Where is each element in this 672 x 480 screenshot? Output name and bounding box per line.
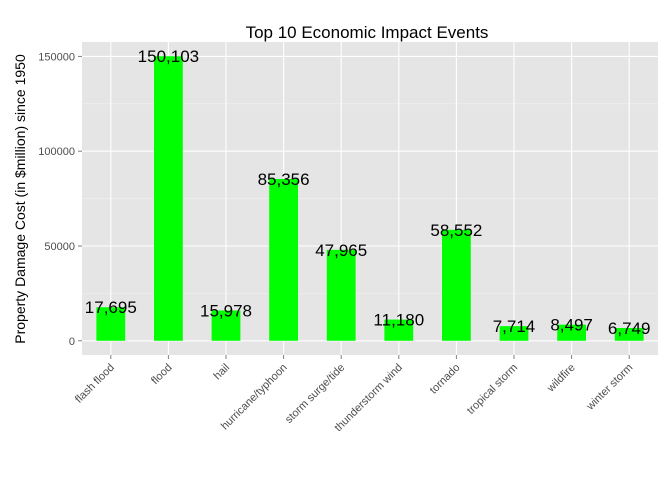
bar — [96, 307, 126, 341]
bar — [557, 324, 586, 341]
x-tick-label: hail — [212, 362, 233, 383]
data-label: 8,497 — [550, 316, 593, 335]
bar — [154, 56, 183, 341]
y-tick-label: 0 — [69, 336, 75, 348]
bar — [326, 249, 356, 341]
x-tick-label: winter storm — [584, 362, 636, 414]
x-axis-ticks: flash flood flood hailhurricane/typhoonsto… — [73, 355, 635, 434]
bar — [211, 310, 241, 341]
bars — [96, 56, 644, 341]
data-labels: 17,695 150,103 15,978 85,356 47,965 11,180 58,… — [85, 47, 651, 338]
data-label: 17,695 — [85, 298, 137, 317]
x-tick-label: tornado — [428, 362, 463, 397]
y-axis-label: Property Damage Cost (in $million) since… — [12, 54, 28, 344]
x-tick-label: tropical storm — [465, 362, 520, 417]
data-label: 150,103 — [138, 47, 199, 66]
bar — [499, 326, 529, 341]
data-label: 11,180 — [373, 311, 424, 330]
bar — [442, 229, 471, 341]
data-label: 15,978 — [200, 301, 252, 320]
data-label: 47,965 — [315, 241, 367, 260]
data-label: 58,552 — [430, 221, 482, 240]
x-tick-label: storm surge/tide — [283, 362, 347, 426]
bar — [384, 319, 414, 341]
data-label: 85,356 — [258, 170, 310, 189]
data-label: 6,749 — [608, 319, 651, 338]
data-label: 7,714 — [493, 317, 536, 336]
bar — [614, 327, 644, 341]
x-tick-label: wildfire — [544, 362, 577, 395]
chart-title: Top 10 Economic Impact Events — [246, 23, 489, 42]
bar — [269, 178, 298, 341]
y-tick-label: 100000 — [38, 146, 75, 158]
y-tick-label: 150000 — [38, 51, 75, 63]
x-tick-label: flood — [149, 362, 174, 387]
y-axis-ticks: 0 50000 100000 150000 — [38, 51, 82, 348]
y-tick-label: 50000 — [44, 241, 75, 253]
x-tick-label: flash flood — [73, 362, 117, 406]
